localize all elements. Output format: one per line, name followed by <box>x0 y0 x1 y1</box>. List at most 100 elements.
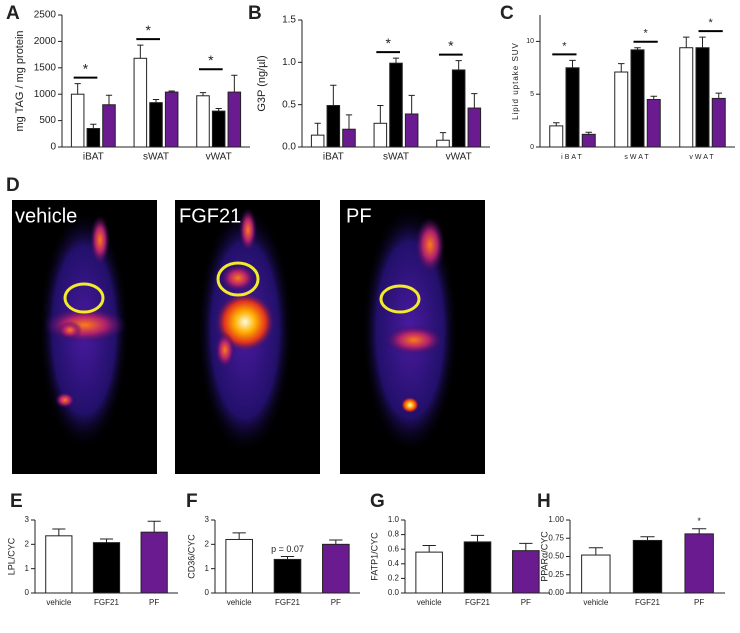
roi-circle <box>216 261 260 297</box>
error-bar <box>715 92 722 99</box>
y-tick-label: 0.6 <box>388 544 400 553</box>
error-bar <box>692 528 707 534</box>
y-tick-label: 0.75 <box>548 533 564 542</box>
x-tick-label: vehicle <box>417 598 442 607</box>
error-bar <box>650 95 657 100</box>
x-tick-label: vehicle <box>46 598 71 607</box>
y-tick-label: 1 <box>25 564 30 573</box>
bar <box>373 122 388 148</box>
y-axis-label: mg TAG / mg protein <box>14 30 26 131</box>
bar <box>565 67 580 148</box>
panel-letter: F <box>186 491 198 512</box>
bar <box>102 104 116 148</box>
bar <box>711 97 726 148</box>
bar <box>684 533 714 594</box>
significance-label: * <box>643 28 648 40</box>
y-tick-label: 0.50 <box>548 552 564 561</box>
y-tick-label: 1.0 <box>388 515 400 524</box>
bar <box>695 47 710 148</box>
error-bar <box>408 94 415 114</box>
error-bar <box>471 93 478 109</box>
bar <box>467 107 482 148</box>
x-tick-label: iBAT <box>561 154 584 161</box>
bar <box>310 134 325 148</box>
error-bar <box>634 47 641 50</box>
y-tick-label: 0.4 <box>388 559 400 568</box>
x-tick-label: vehicle <box>583 598 608 607</box>
error-bar <box>439 132 447 141</box>
significance-label: * <box>448 37 454 53</box>
significance-label: * <box>83 60 89 76</box>
error-bar <box>215 107 222 112</box>
scan-label: vehicle <box>15 205 77 227</box>
x-tick-label: vehicle <box>227 598 252 607</box>
panel-letter: B <box>248 3 262 24</box>
bar <box>549 125 564 148</box>
bar <box>322 543 350 594</box>
bar <box>140 531 168 594</box>
error-bar <box>585 131 592 135</box>
scan-label: FGF21 <box>179 205 241 227</box>
y-axis-label: Lipid uptake SUV <box>511 42 520 120</box>
y-tick-label: 2500 <box>34 10 57 21</box>
x-tick-label: iBAT <box>83 152 104 163</box>
bar <box>630 49 645 148</box>
error-bar <box>329 539 343 545</box>
error-bar <box>699 36 706 48</box>
error-bar <box>137 44 144 59</box>
x-tick-label: FGF21 <box>635 598 660 607</box>
bar <box>463 541 492 594</box>
error-bar <box>377 105 384 124</box>
x-tick-label: vWAT <box>446 152 472 163</box>
x-tick-label: PF <box>694 598 704 607</box>
y-tick-label: 1 <box>205 564 210 573</box>
y-axis-label: CD36/CYC <box>186 534 196 579</box>
error-bar <box>231 74 238 93</box>
error-bar <box>314 122 321 136</box>
y-tick-label: 0.25 <box>548 570 564 579</box>
y-tick-label: 0 <box>205 588 210 597</box>
x-tick-label: iBAT <box>323 152 344 163</box>
panel-letter: A <box>6 3 20 24</box>
roi-circle <box>63 282 105 314</box>
significance-label: * <box>697 516 701 526</box>
bar <box>389 62 403 148</box>
bar <box>133 57 148 148</box>
y-tick-label: 2 <box>205 539 210 548</box>
error-bar <box>455 60 462 70</box>
error-bar <box>52 528 66 536</box>
y-tick-label: 1500 <box>34 62 57 73</box>
x-tick-label: PF <box>149 598 159 607</box>
y-tick-label: 1000 <box>34 89 57 100</box>
y-tick-label: 0.5 <box>282 99 296 110</box>
y-tick-label: 0.2 <box>388 574 400 583</box>
bar <box>164 91 179 148</box>
y-tick-label: 2 <box>25 539 30 548</box>
y-axis-label: PPARα/CYC <box>539 531 549 582</box>
y-tick-label: 0 <box>25 588 30 597</box>
error-bar <box>74 83 81 95</box>
bar <box>614 71 629 148</box>
scan-pf <box>340 200 485 474</box>
error-bar <box>470 534 485 542</box>
error-bar <box>99 538 114 543</box>
bar <box>512 550 540 594</box>
panel-letter: H <box>537 491 551 512</box>
significance-label: * <box>385 35 391 51</box>
bar <box>70 93 85 148</box>
error-bar <box>588 547 603 556</box>
panel-letter: D <box>6 175 20 196</box>
bar <box>273 558 302 594</box>
x-tick-label: vWAT <box>206 152 232 163</box>
y-tick-label: 0 <box>530 144 534 151</box>
bar <box>632 539 663 594</box>
scan-label: PF <box>346 205 372 227</box>
scan-fgf21 <box>175 200 320 474</box>
y-tick-label: 0.0 <box>282 142 296 153</box>
scan-vehicle <box>12 200 157 474</box>
error-bar <box>199 92 207 96</box>
significance-label: * <box>708 17 713 29</box>
significance-label: p = 0.07 <box>271 544 304 554</box>
error-bar <box>345 114 353 130</box>
significance-label: * <box>145 22 151 38</box>
